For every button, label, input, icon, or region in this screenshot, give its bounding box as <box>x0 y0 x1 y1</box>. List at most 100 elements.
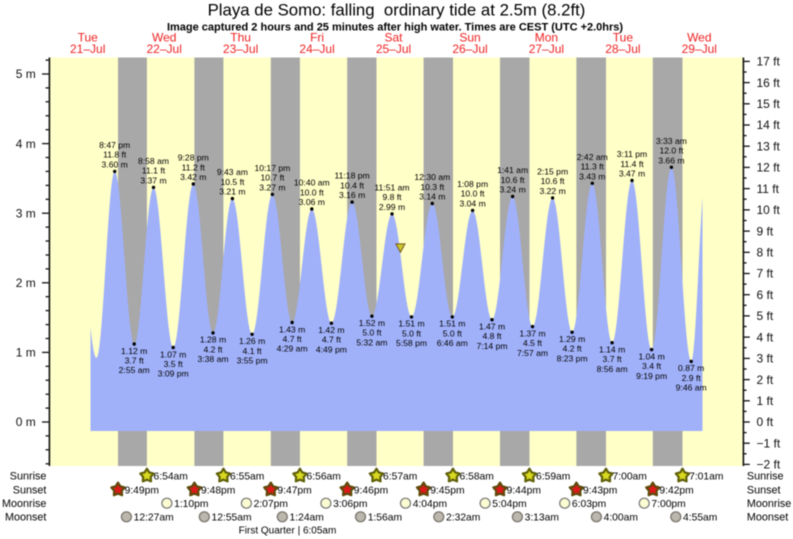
svg-text:0 ft: 0 ft <box>757 415 774 429</box>
svg-text:2:07pm: 2:07pm <box>254 499 288 510</box>
svg-text:2:42 am: 2:42 am <box>577 152 608 162</box>
svg-text:3.4 ft: 3.4 ft <box>642 361 662 371</box>
svg-text:27–Jul: 27–Jul <box>529 42 564 56</box>
svg-text:3.27 m: 3.27 m <box>259 182 285 192</box>
svg-text:Moonset: Moonset <box>5 512 46 524</box>
svg-text:3.7 ft: 3.7 ft <box>125 356 145 366</box>
svg-text:2 m: 2 m <box>16 276 36 290</box>
svg-text:1.52 m: 1.52 m <box>359 318 385 328</box>
svg-text:15 ft: 15 ft <box>757 97 781 111</box>
svg-text:5 m: 5 m <box>16 67 36 81</box>
svg-text:10 ft: 10 ft <box>757 203 781 217</box>
svg-text:1 m: 1 m <box>16 346 36 360</box>
svg-text:10.0 ft: 10.0 ft <box>300 187 325 197</box>
svg-text:21–Jul: 21–Jul <box>70 42 105 56</box>
svg-text:Fri: Fri <box>310 31 324 45</box>
svg-text:9:42pm: 9:42pm <box>659 485 693 496</box>
svg-text:11.1 ft: 11.1 ft <box>142 166 166 176</box>
svg-text:2.9 ft: 2.9 ft <box>682 373 702 383</box>
svg-text:4.7 ft: 4.7 ft <box>283 334 303 344</box>
svg-text:Playa de Somo: falling ordina: Playa de Somo: falling ordinary tide at … <box>208 1 586 20</box>
svg-text:10.3 ft: 10.3 ft <box>420 182 445 192</box>
svg-text:4.8 ft: 4.8 ft <box>482 331 502 341</box>
svg-text:3.60 m: 3.60 m <box>102 159 128 169</box>
svg-text:Moonrise: Moonrise <box>2 498 46 510</box>
svg-text:11.2 ft: 11.2 ft <box>182 162 206 172</box>
svg-text:9.8 ft: 9.8 ft <box>382 192 402 202</box>
svg-text:5.0 ft: 5.0 ft <box>402 328 422 338</box>
svg-text:10:17 pm: 10:17 pm <box>254 163 290 173</box>
svg-text:10:40 am: 10:40 am <box>294 178 330 188</box>
svg-text:10.6 ft: 10.6 ft <box>541 176 566 186</box>
svg-text:1:24am: 1:24am <box>290 513 324 524</box>
svg-text:5:32 am: 5:32 am <box>356 337 387 347</box>
svg-text:29–Jul: 29–Jul <box>682 42 717 56</box>
svg-text:1.14 m: 1.14 m <box>599 345 625 355</box>
svg-text:24–Jul: 24–Jul <box>299 42 334 56</box>
svg-text:3.37 m: 3.37 m <box>140 175 166 185</box>
svg-text:4 m: 4 m <box>16 137 36 151</box>
svg-text:3:55 pm: 3:55 pm <box>237 356 268 366</box>
svg-text:Thu: Thu <box>230 31 251 45</box>
svg-text:5 ft: 5 ft <box>757 309 774 323</box>
svg-text:3 ft: 3 ft <box>757 352 774 366</box>
svg-text:Sunset: Sunset <box>747 484 781 496</box>
svg-text:1.29 m: 1.29 m <box>559 334 585 344</box>
svg-text:11.3 ft: 11.3 ft <box>581 162 605 172</box>
svg-text:3.7 ft: 3.7 ft <box>603 354 623 364</box>
svg-text:9:45pm: 9:45pm <box>430 485 464 496</box>
svg-text:2:32am: 2:32am <box>446 513 480 524</box>
svg-text:3.22 m: 3.22 m <box>539 186 565 196</box>
svg-text:25–Jul: 25–Jul <box>376 42 411 56</box>
svg-text:Tue: Tue <box>78 31 99 45</box>
svg-text:4:49 pm: 4:49 pm <box>316 344 347 354</box>
svg-text:1:10pm: 1:10pm <box>174 499 208 510</box>
svg-text:1.26 m: 1.26 m <box>239 336 265 346</box>
svg-text:6:55am: 6:55am <box>230 471 264 482</box>
svg-text:3.24 m: 3.24 m <box>499 185 525 195</box>
svg-text:9:43 am: 9:43 am <box>217 167 248 177</box>
svg-text:4:55am: 4:55am <box>683 513 717 524</box>
svg-text:17 ft: 17 ft <box>757 55 781 69</box>
svg-text:7:14 pm: 7:14 pm <box>476 341 507 351</box>
svg-text:−1 ft: −1 ft <box>757 436 781 450</box>
svg-text:12:55am: 12:55am <box>212 513 252 524</box>
svg-text:10.6 ft: 10.6 ft <box>501 175 526 185</box>
svg-text:13 ft: 13 ft <box>757 139 781 153</box>
svg-text:9:19 pm: 9:19 pm <box>636 371 667 381</box>
svg-text:9:46pm: 9:46pm <box>354 485 388 496</box>
svg-text:First Quarter | 6:05am: First Quarter | 6:05am <box>239 526 337 537</box>
svg-text:6 ft: 6 ft <box>757 288 774 302</box>
svg-text:Sun: Sun <box>459 31 480 45</box>
svg-text:8:47 pm: 8:47 pm <box>99 140 130 150</box>
svg-text:Wed: Wed <box>152 31 176 45</box>
svg-text:5:04pm: 5:04pm <box>492 499 526 510</box>
svg-text:3.66 m: 3.66 m <box>658 155 684 165</box>
svg-text:3:06pm: 3:06pm <box>333 499 367 510</box>
svg-text:3.16 m: 3.16 m <box>339 190 365 200</box>
svg-text:5:58 pm: 5:58 pm <box>396 338 427 348</box>
svg-text:1.28 m: 1.28 m <box>200 335 226 345</box>
svg-text:3:09 pm: 3:09 pm <box>158 369 189 379</box>
svg-text:14 ft: 14 ft <box>757 118 781 132</box>
svg-text:1:41 am: 1:41 am <box>497 165 528 175</box>
svg-text:3.14 m: 3.14 m <box>419 192 445 202</box>
svg-text:4 ft: 4 ft <box>757 330 774 344</box>
svg-text:10.5 ft: 10.5 ft <box>220 177 245 187</box>
svg-text:3 m: 3 m <box>16 206 36 220</box>
svg-text:−2 ft: −2 ft <box>757 458 781 472</box>
svg-text:11.8 ft: 11.8 ft <box>103 150 127 160</box>
svg-text:Sunset: Sunset <box>13 484 47 496</box>
svg-text:8:56 am: 8:56 am <box>597 364 628 374</box>
svg-text:9:49pm: 9:49pm <box>125 485 159 496</box>
svg-text:2:55 am: 2:55 am <box>119 365 150 375</box>
svg-text:26–Jul: 26–Jul <box>452 42 487 56</box>
svg-text:1:08 pm: 1:08 pm <box>457 179 488 189</box>
svg-text:6:03pm: 6:03pm <box>572 499 606 510</box>
svg-text:10.4 ft: 10.4 ft <box>340 180 365 190</box>
svg-text:6:46 am: 6:46 am <box>437 338 468 348</box>
svg-text:12:27am: 12:27am <box>134 513 174 524</box>
svg-text:10.0 ft: 10.0 ft <box>461 189 486 199</box>
svg-text:3.47 m: 3.47 m <box>619 169 645 179</box>
svg-text:1.43 m: 1.43 m <box>279 324 305 334</box>
